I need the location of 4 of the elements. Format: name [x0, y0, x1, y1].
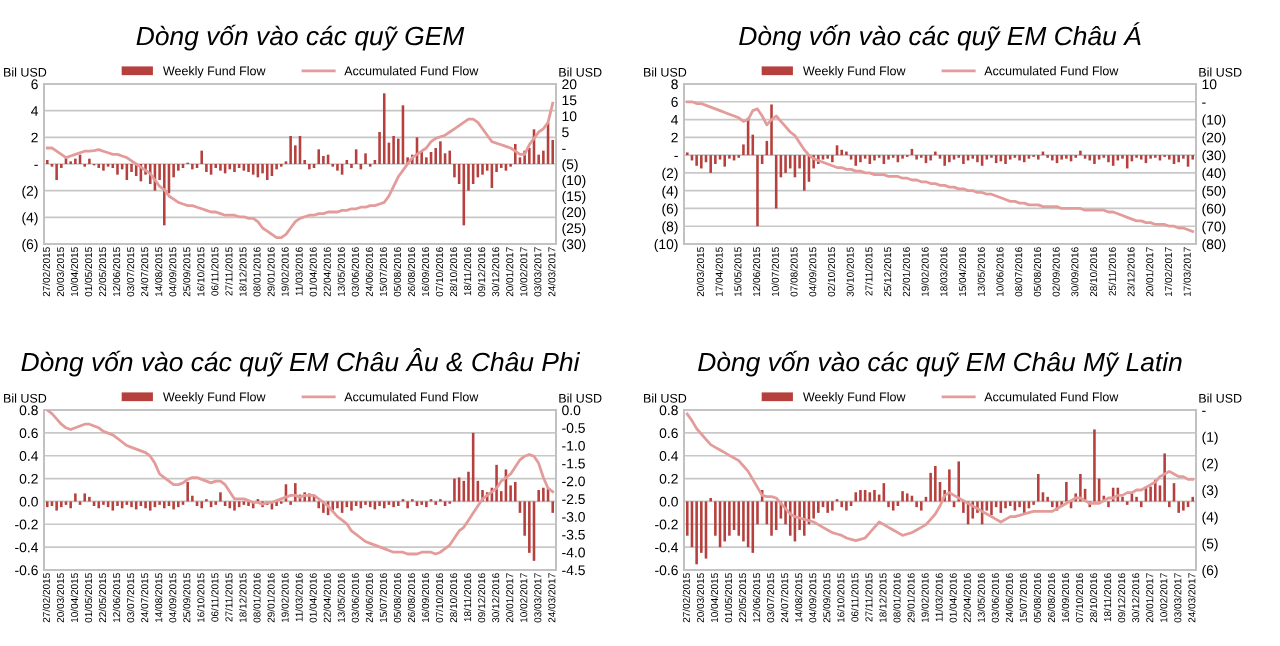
chart-title: Dòng vốn vào các quỹ GEM	[136, 24, 465, 51]
chart-title: Dòng vốn vào các quỹ EM Châu Á	[739, 22, 1141, 51]
chart-title: Dòng vốn vào các quỹ EM Châu Mỹ Latin	[698, 350, 1182, 377]
chart-title: Dòng vốn vào các quỹ EM Châu Âu & Châu Phi	[21, 348, 581, 377]
